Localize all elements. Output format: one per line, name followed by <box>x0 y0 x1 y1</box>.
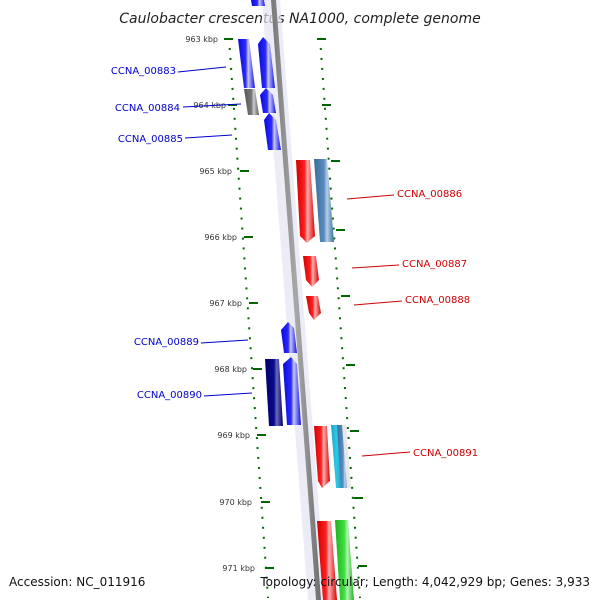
gene-leaders <box>177 66 411 457</box>
gene-arrow-ccna-00890-b[interactable] <box>283 357 301 425</box>
topology-text: Topology: circular; Length: 4,042,929 bp… <box>259 575 590 589</box>
right-tick-track <box>319 37 361 599</box>
gene-arrow-ccna-00888[interactable] <box>306 296 321 320</box>
accession-text: Accession: NC_011916 <box>9 575 145 589</box>
reverse-genes <box>296 159 354 600</box>
gene-arrow-bottom-green[interactable] <box>335 520 354 600</box>
tick-label-967: 967 kbp <box>209 299 242 308</box>
gene-partial-top <box>251 0 265 6</box>
gene-label-ccna-00890[interactable]: CCNA_00890 <box>137 390 202 401</box>
gene-label-ccna-00888[interactable]: CCNA_00888 <box>405 295 470 306</box>
gene-arrow-ccna-00884-b[interactable] <box>260 88 276 113</box>
forward-genes <box>238 37 301 426</box>
gene-arrow-ccna-00886-a[interactable] <box>296 160 315 243</box>
gene-label-ccna-00891[interactable]: CCNA_00891 <box>413 448 478 459</box>
gene-arrow-ccna-00885[interactable] <box>264 113 281 150</box>
leader-ccna-00891 <box>361 451 411 457</box>
leader-ccna-00889 <box>200 339 249 344</box>
leader-ccna-00884 <box>182 103 242 108</box>
gene-label-ccna-00885[interactable]: CCNA_00885 <box>118 134 183 145</box>
gene-label-ccna-00884[interactable]: CCNA_00884 <box>115 103 180 114</box>
gene-arrow-ccna-00889[interactable] <box>281 322 297 353</box>
gene-arrow-ccna-00883-b[interactable] <box>258 37 275 88</box>
gene-arrow-ccna-00887[interactable] <box>303 256 319 287</box>
gene-labels: CCNA_00883 CCNA_00884 CCNA_00885 CCNA_00… <box>111 66 478 459</box>
gene-arrow-ccna-00890-a[interactable] <box>265 359 283 426</box>
gene-arrow-bottom-red[interactable] <box>317 521 337 600</box>
gene-arrow-ccna-00891-a[interactable] <box>314 426 330 488</box>
genome-title: Caulobacter crescentus NA1000, complete … <box>119 11 480 27</box>
tick-label-970: 970 kbp <box>219 498 252 507</box>
gene-label-ccna-00887[interactable]: CCNA_00887 <box>402 259 467 270</box>
leader-ccna-00883 <box>177 66 227 73</box>
tick-label-965: 965 kbp <box>199 167 232 176</box>
gene-arrow-ccna-00886-b[interactable] <box>314 159 334 242</box>
gene-arrow-ccna-00891-b[interactable] <box>331 425 342 488</box>
gene-label-ccna-00889[interactable]: CCNA_00889 <box>134 337 199 348</box>
genome-backbone <box>271 0 321 600</box>
leader-ccna-00887 <box>351 264 400 269</box>
tick-label-971: 971 kbp <box>222 564 255 573</box>
tick-label-969: 969 kbp <box>217 431 250 440</box>
gene-arrow-ccna-00883-a[interactable] <box>238 39 255 88</box>
gene-label-ccna-00886[interactable]: CCNA_00886 <box>397 189 462 200</box>
tick-label-963: 963 kbp <box>185 35 218 44</box>
leader-ccna-00890 <box>203 392 253 397</box>
tick-label-966: 966 kbp <box>204 233 237 242</box>
gene-arrow-ccna-00891-d[interactable] <box>342 425 351 488</box>
leader-ccna-00888 <box>353 300 403 306</box>
leader-ccna-00886 <box>346 194 395 200</box>
tick-label-968: 968 kbp <box>214 365 247 374</box>
gene-arrow-ccna-00884-a[interactable] <box>244 89 259 115</box>
gene-label-ccna-00883[interactable]: CCNA_00883 <box>111 66 176 77</box>
left-tick-track <box>228 37 269 599</box>
leader-ccna-00885 <box>184 134 233 139</box>
